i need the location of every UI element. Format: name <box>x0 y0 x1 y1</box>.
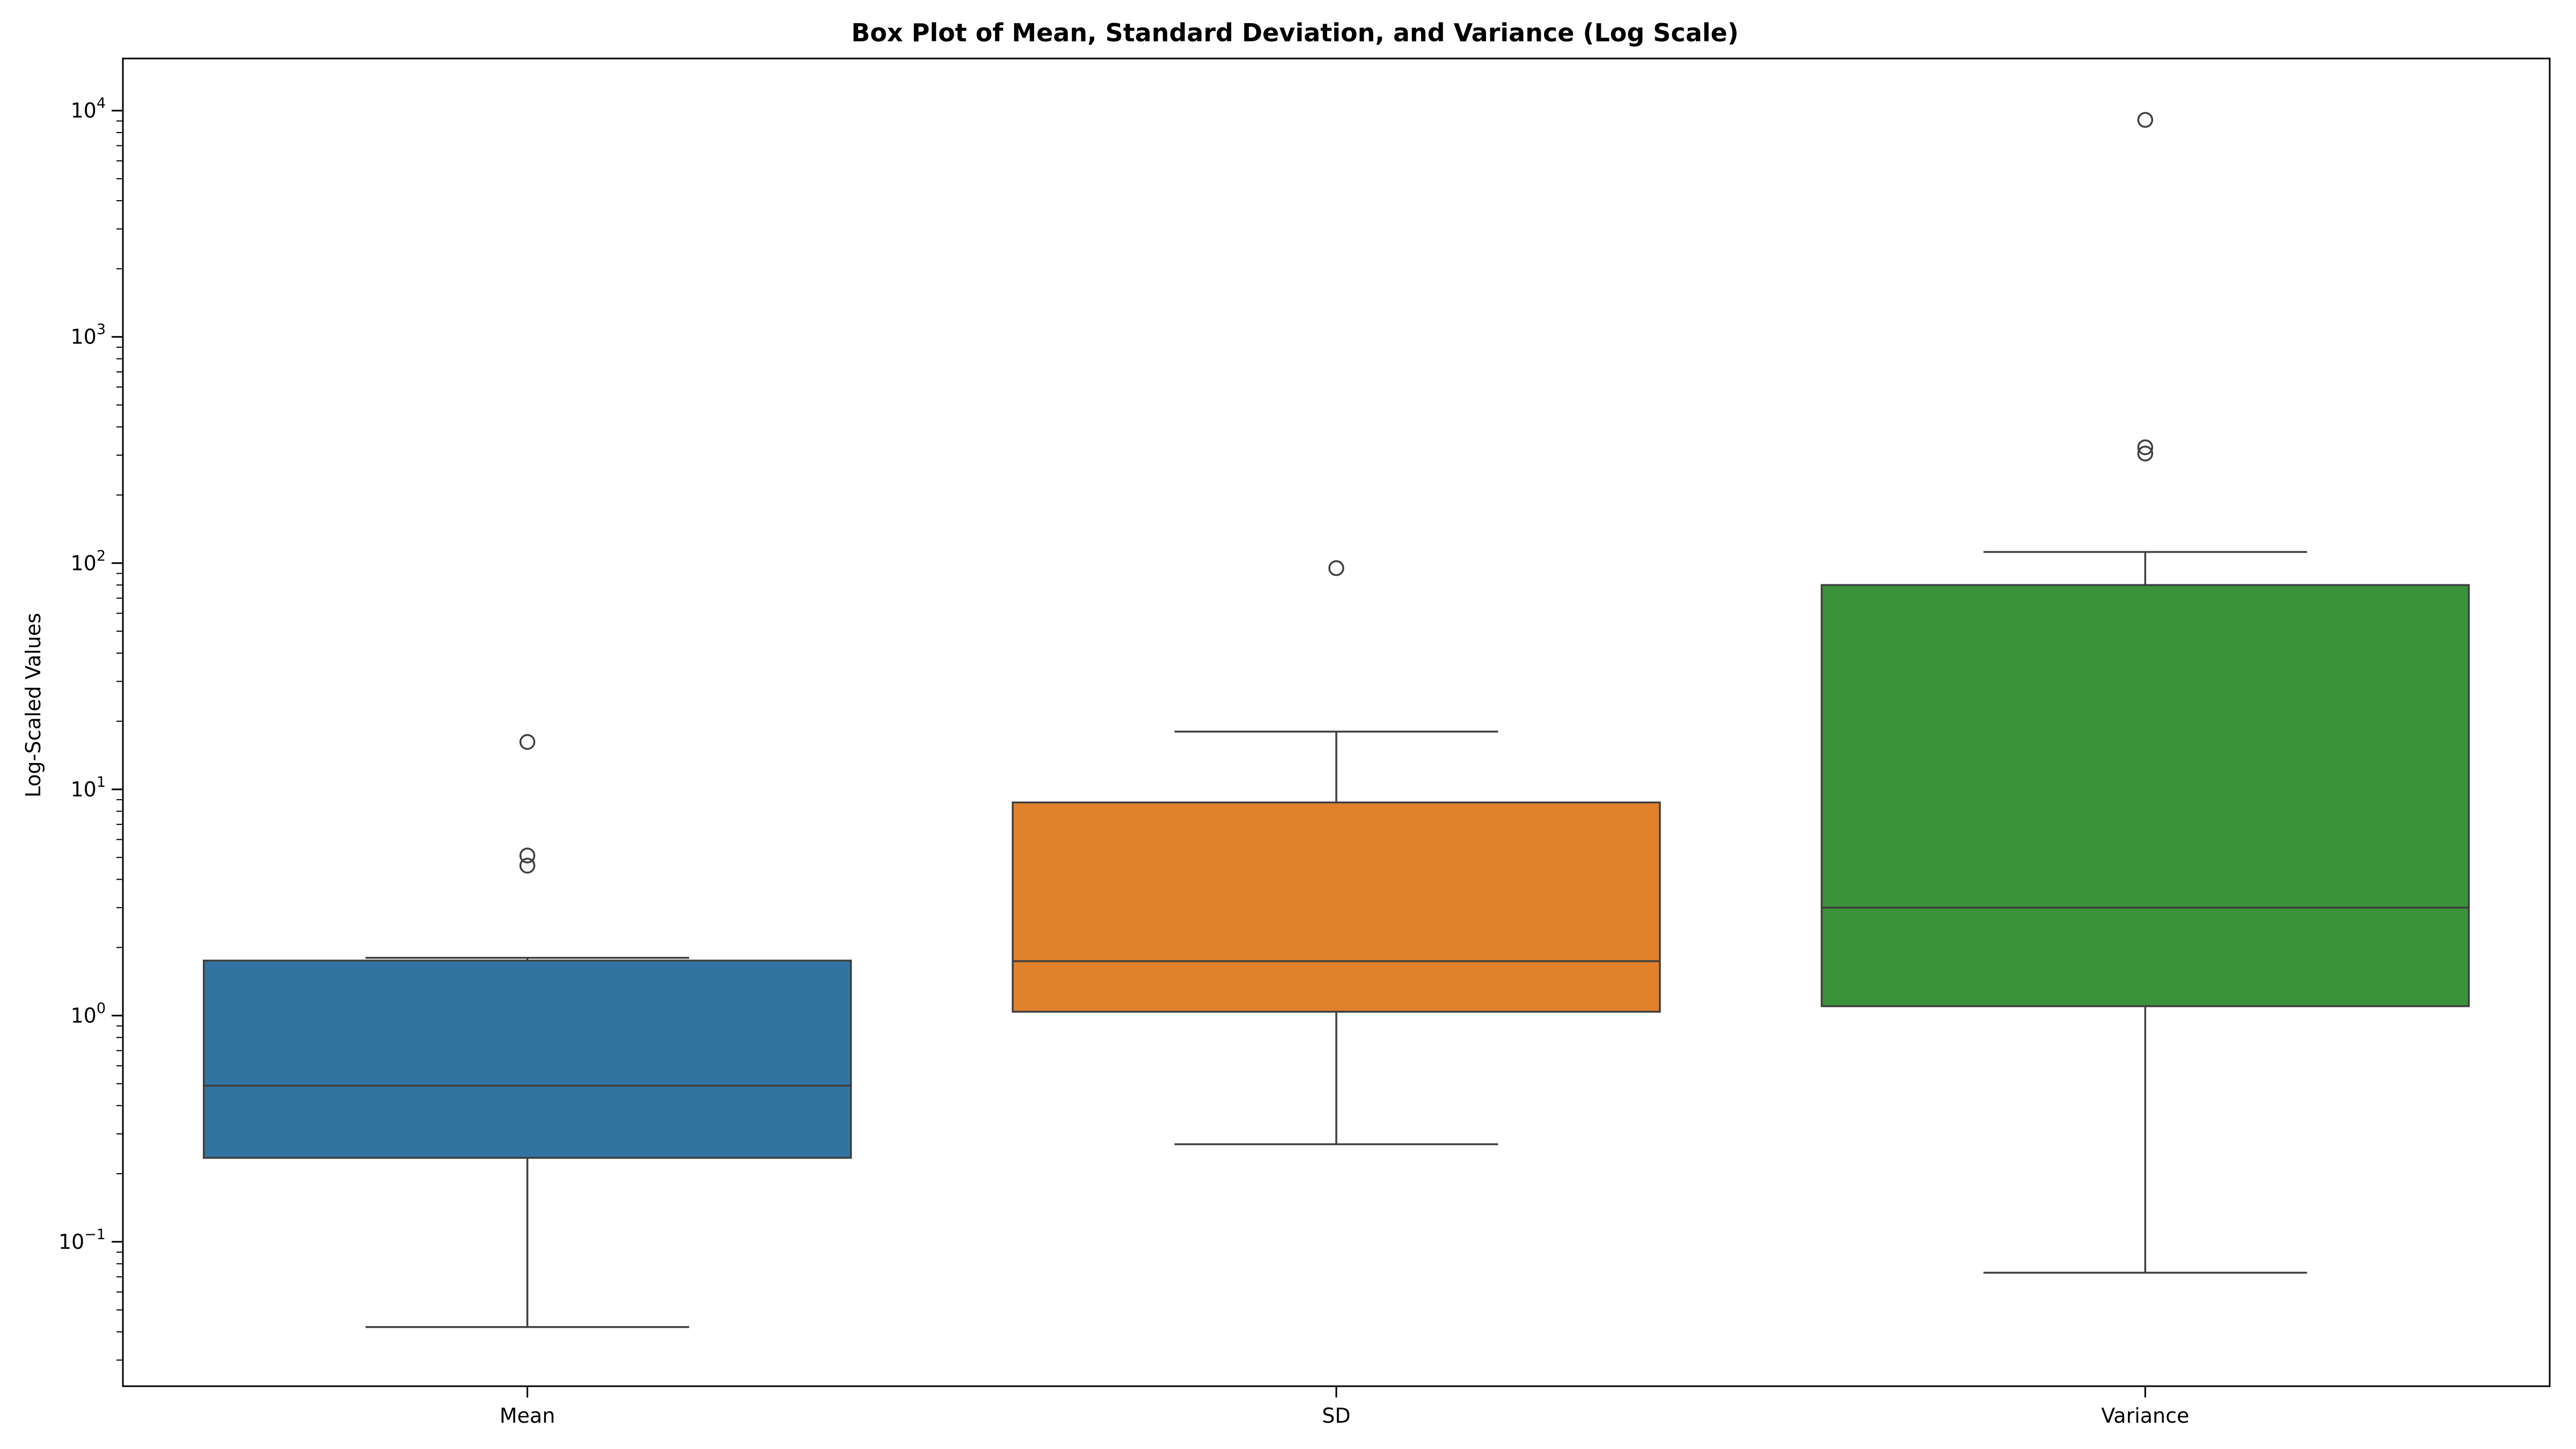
box-mean <box>202 960 852 1159</box>
y-tick-label: 103 <box>70 321 106 349</box>
outlier-point <box>2137 439 2154 456</box>
y-tick-label: 100 <box>70 1000 106 1027</box>
box-variance <box>1820 584 2470 1007</box>
x-tick-label: Variance <box>2101 1404 2189 1428</box>
chart-title: Box Plot of Mean, Standard Deviation, an… <box>851 18 1738 47</box>
x-tick-label: Mean <box>500 1404 555 1428</box>
y-tick-label: 102 <box>70 547 106 575</box>
x-tick-label: SD <box>1322 1404 1350 1428</box>
outlier-point <box>2137 112 2154 128</box>
axes-frame <box>122 57 2551 1387</box>
outlier-point <box>1328 560 1344 576</box>
outlier-point <box>519 858 536 874</box>
plot-area: 10−1 100 101 102 103 104 Mean SD Variance <box>58 95 2470 1428</box>
outlier-point <box>2137 445 2154 462</box>
y-tick-label: 104 <box>70 95 106 122</box>
outlier-point <box>519 847 536 863</box>
y-tick-label: 101 <box>70 774 106 801</box>
y-tick-label: 10−1 <box>58 1226 106 1254</box>
outlier-point <box>519 734 536 750</box>
box-sd <box>1012 801 1661 1013</box>
y-axis-label: Log-Scaled Values <box>21 613 45 797</box>
